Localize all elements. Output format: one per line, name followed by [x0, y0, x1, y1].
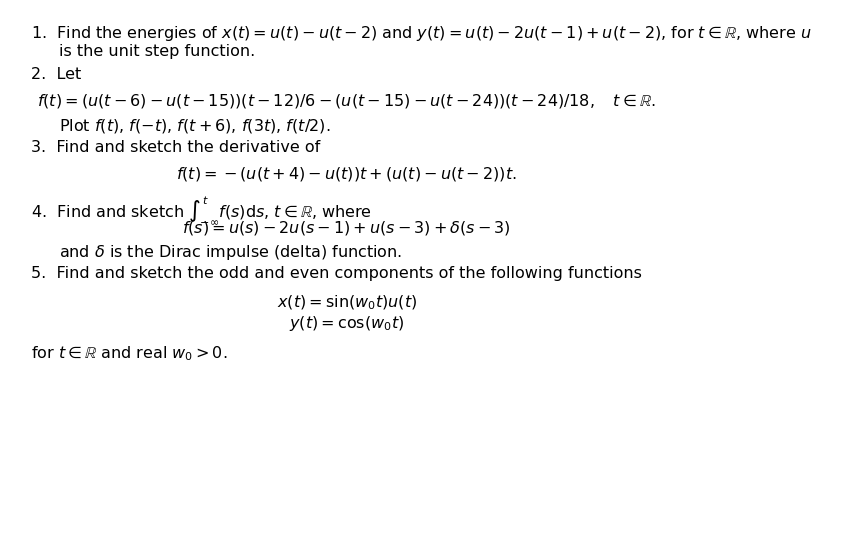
Text: 5.  Find and sketch the odd and even components of the following functions: 5. Find and sketch the odd and even comp…: [31, 266, 642, 281]
Text: 3.  Find and sketch the derivative of: 3. Find and sketch the derivative of: [31, 140, 320, 155]
Text: 1.  Find the energies of $x(t) = u(t) - u(t-2)$ and $y(t) = u(t) - 2u(t-1) + u(t: 1. Find the energies of $x(t) = u(t) - u…: [31, 24, 811, 43]
Text: $x(t) = \sin(w_0 t)u(t)$: $x(t) = \sin(w_0 t)u(t)$: [277, 294, 417, 312]
Text: 2.  Let: 2. Let: [31, 67, 81, 82]
Text: is the unit step function.: is the unit step function.: [59, 44, 255, 59]
Text: $f(t) = (u(t-6) - u(t-15))(t-12)/6 - (u(t-15) - u(t-24))(t-24)/18, \quad t \in \: $f(t) = (u(t-6) - u(t-15))(t-12)/6 - (u(…: [37, 92, 656, 111]
Text: $f(t) = -(u(t+4) - u(t))t + (u(t) - u(t-2))t.$: $f(t) = -(u(t+4) - u(t))t + (u(t) - u(t-…: [176, 165, 517, 183]
Text: $y(t) = \cos(w_0 t)$: $y(t) = \cos(w_0 t)$: [289, 314, 404, 333]
Text: and $\delta$ is the Dirac impulse (delta) function.: and $\delta$ is the Dirac impulse (delta…: [59, 243, 402, 262]
Text: Plot $f(t)$, $f(-t)$, $f(t+6)$, $f(3t)$, $f(t/2)$.: Plot $f(t)$, $f(-t)$, $f(t+6)$, $f(3t)$,…: [59, 117, 330, 135]
Text: for $t \in \mathbb{R}$ and real $w_0 > 0$.: for $t \in \mathbb{R}$ and real $w_0 > 0…: [31, 345, 228, 364]
Text: $f(s) = u(s) - 2u(s-1) + u(s-3) + \delta(s-3)$: $f(s) = u(s) - 2u(s-1) + u(s-3) + \delta…: [182, 219, 511, 237]
Text: 4.  Find and sketch $\int_{-\infty}^{t} f(s)\mathrm{d}s$, $t \in \mathbb{R}$, wh: 4. Find and sketch $\int_{-\infty}^{t} f…: [31, 194, 372, 227]
